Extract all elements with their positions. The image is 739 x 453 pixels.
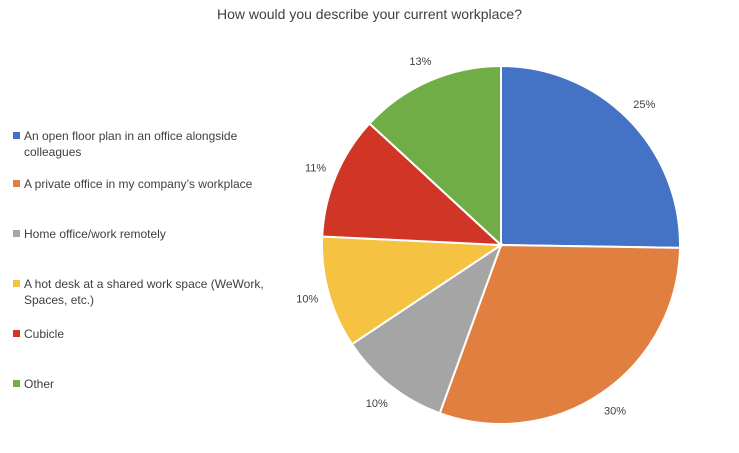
legend-swatch (13, 180, 20, 187)
pie-slice-3 (350, 242, 503, 415)
pie-slice-5 (321, 122, 504, 247)
slice-data-label: 10% (296, 294, 318, 306)
slice-data-label: 13% (409, 56, 431, 68)
legend-swatch (13, 380, 20, 387)
slice-data-label: 25% (633, 99, 655, 111)
legend-item: Cubicle (13, 326, 284, 342)
pie-slice-4 (321, 235, 505, 346)
slice-data-label: 10% (366, 398, 388, 410)
legend-swatch (13, 330, 20, 337)
legend-label: Other (24, 377, 55, 391)
pie-slice-6 (368, 64, 502, 248)
legend-item: Other (13, 376, 284, 392)
chart-title: How would you describe your current work… (216, 6, 523, 22)
pie-slice-2 (438, 243, 681, 425)
legend-item: Home office/work remotely (13, 226, 284, 242)
legend-label: An open floor plan in an office alongsid… (24, 129, 238, 159)
slice-data-label: 11% (305, 162, 326, 174)
legend-swatch (13, 230, 20, 237)
legend-label: A private office in my company’s workpla… (24, 177, 253, 191)
legend-label: Cubicle (24, 327, 65, 341)
legend-item: A hot desk at a shared work space (WeWor… (13, 276, 284, 308)
legend-swatch (13, 132, 20, 139)
legend-item: A private office in my company’s workpla… (13, 176, 284, 192)
slice-data-label: 30% (604, 406, 626, 418)
legend-label: Home office/work remotely (24, 227, 166, 241)
pie-slice-1 (500, 64, 681, 249)
legend-label: A hot desk at a shared work space (WeWor… (24, 277, 264, 307)
legend-swatch (13, 280, 20, 287)
legend-item: An open floor plan in an office alongsid… (13, 128, 284, 160)
